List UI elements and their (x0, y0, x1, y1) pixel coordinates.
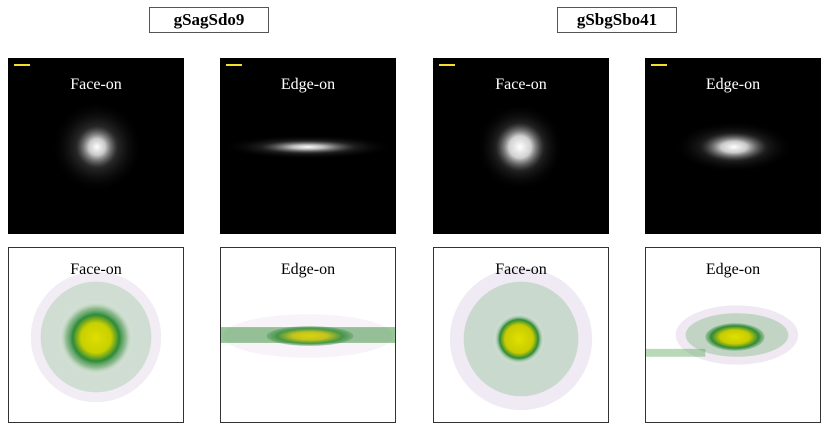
scale-bar (439, 64, 455, 66)
scale-bar (14, 64, 30, 66)
particle-map-edge-gSbgSbo41 (646, 305, 799, 365)
panel-title: Face-on (495, 76, 547, 93)
label-gSagSdo9: gSagSdo9 (149, 7, 269, 33)
panel-bottom-2: Edge-on (220, 247, 396, 423)
panel-title: Edge-on (280, 76, 336, 93)
stellar-map-edge-gSagSdo9 (222, 135, 394, 159)
panel-title: Face-on (495, 261, 547, 278)
stellar-map-edge-gSbgSbo41 (674, 121, 794, 173)
stellar-map-face-gSagSdo9 (51, 101, 143, 193)
panel-top-3: Face-on (433, 58, 609, 234)
panel-bottom-1: Face-on (8, 247, 184, 423)
label-gSagSdo9-text: gSagSdo9 (173, 10, 245, 29)
particle-map-face-gSagSdo9 (30, 271, 162, 403)
particle-map-edge-gSagSdo9 (221, 314, 395, 358)
panel-title: Edge-on (705, 261, 761, 278)
label-gSbgSbo41: gSbgSbo41 (557, 7, 677, 33)
panel-title: Edge-on (705, 76, 761, 93)
scale-bar (226, 64, 242, 66)
label-gSbgSbo41-text: gSbgSbo41 (576, 10, 658, 29)
panel-top-2: Edge-on (220, 58, 396, 234)
panel-title: Edge-on (280, 261, 336, 278)
particle-map-face-gSbgSbo41 (449, 267, 593, 411)
panel-top-1: Face-on (8, 58, 184, 234)
panel-bottom-4: Edge-on (645, 247, 821, 423)
panel-top-4: Edge-on (645, 58, 821, 234)
stellar-map-face-gSbgSbo41 (476, 103, 564, 191)
panel-bottom-3: Face-on (433, 247, 609, 423)
scale-bar (651, 64, 667, 66)
panel-title: Face-on (70, 76, 122, 93)
panel-title: Face-on (70, 261, 122, 278)
